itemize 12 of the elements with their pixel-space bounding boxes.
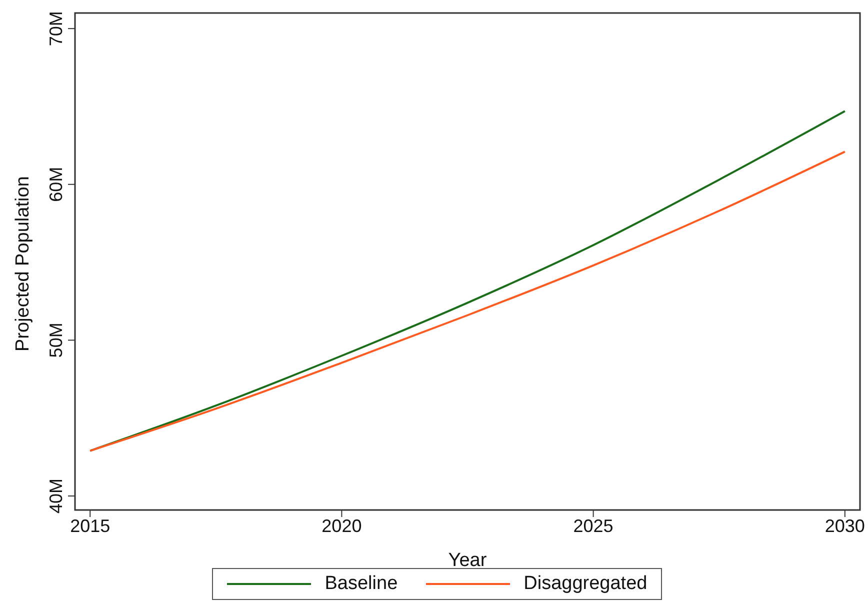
y-tick-label: 70M [46,11,66,46]
x-tick-label: 2025 [573,516,614,536]
x-axis-title: Year [448,550,488,571]
y-tick-label: 50M [46,322,66,358]
y-tick-label: 60M [46,166,66,202]
legend-label: Disaggregated [524,573,648,595]
x-tick-label: 2020 [322,516,362,536]
x-tick-label: 2015 [70,516,110,536]
y-axis-title: Projected Population [12,176,34,352]
x-tick-label: 2030 [824,516,865,536]
y-tick-label: 40M [46,478,66,514]
legend-label: Baseline [324,573,398,595]
